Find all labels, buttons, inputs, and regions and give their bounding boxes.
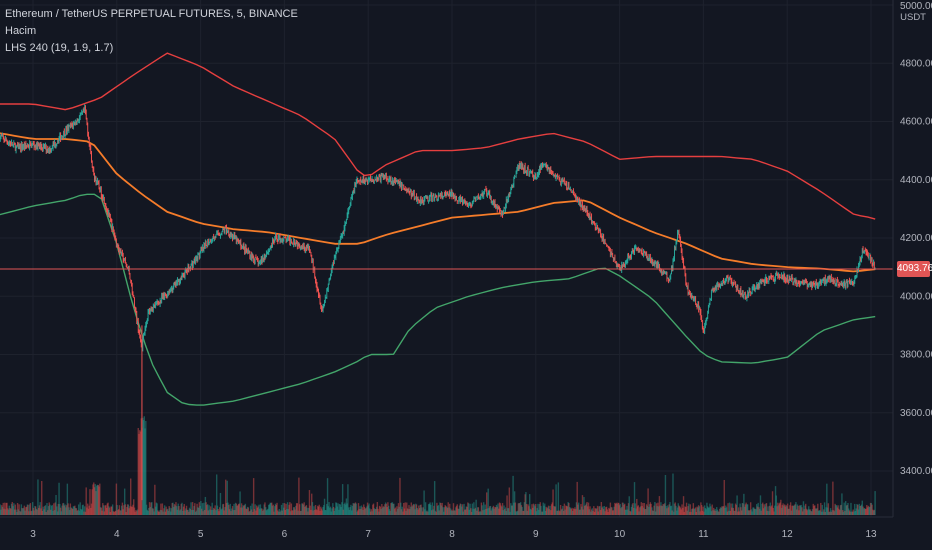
currency-unit-label[interactable]: USDT bbox=[900, 12, 926, 23]
price-tick-label: 4800.00 bbox=[900, 58, 932, 69]
chart-legend: Ethereum / TetherUS PERPETUAL FUTURES, 5… bbox=[5, 6, 298, 57]
price-tick-label: 4400.00 bbox=[900, 175, 932, 186]
price-tick-label: 4600.00 bbox=[900, 117, 932, 128]
time-tick-label: 3 bbox=[30, 529, 36, 540]
time-tick-label: 8 bbox=[449, 529, 455, 540]
volume-indicator-label[interactable]: Hacim bbox=[5, 25, 37, 37]
grid bbox=[0, 0, 893, 517]
time-tick-label: 11 bbox=[698, 529, 709, 540]
time-tick-label: 5 bbox=[198, 529, 204, 540]
time-tick-label: 13 bbox=[865, 529, 877, 540]
upper-band-line bbox=[0, 52, 876, 220]
volume-bars bbox=[0, 416, 876, 515]
price-tick-label: 4200.00 bbox=[900, 233, 932, 244]
time-tick-label: 12 bbox=[782, 529, 794, 540]
current-price-tag: 4093.76 bbox=[897, 260, 932, 277]
price-tick-label: 3400.00 bbox=[900, 466, 932, 477]
time-axis[interactable]: 3 4 5 6 7 8 9 10 11 12 13 bbox=[30, 529, 877, 540]
price-series bbox=[0, 104, 876, 501]
price-tick-label: 3600.00 bbox=[900, 408, 932, 419]
time-tick-label: 9 bbox=[533, 529, 539, 540]
price-axis[interactable]: 4800.00 4600.00 4400.00 4200.00 4000.00 3800.… bbox=[900, 1, 932, 477]
lhs-indicator-label[interactable]: LHS 240 (19, 1.9, 1.7) bbox=[5, 42, 114, 54]
lower-band-line bbox=[0, 193, 876, 406]
time-tick-label: 10 bbox=[614, 529, 626, 540]
price-tick-label: 4000.00 bbox=[900, 291, 932, 302]
time-tick-label: 7 bbox=[365, 529, 371, 540]
time-tick-label: 6 bbox=[282, 529, 288, 540]
band-lines bbox=[0, 52, 876, 406]
symbol-title[interactable]: Ethereum / TetherUS PERPETUAL FUTURES, 5… bbox=[5, 8, 298, 20]
price-tick-label: 5000.00 bbox=[900, 1, 932, 12]
time-tick-label: 4 bbox=[114, 529, 120, 540]
middle-band-line bbox=[0, 132, 876, 273]
price-tick-label: 3800.00 bbox=[900, 350, 932, 361]
